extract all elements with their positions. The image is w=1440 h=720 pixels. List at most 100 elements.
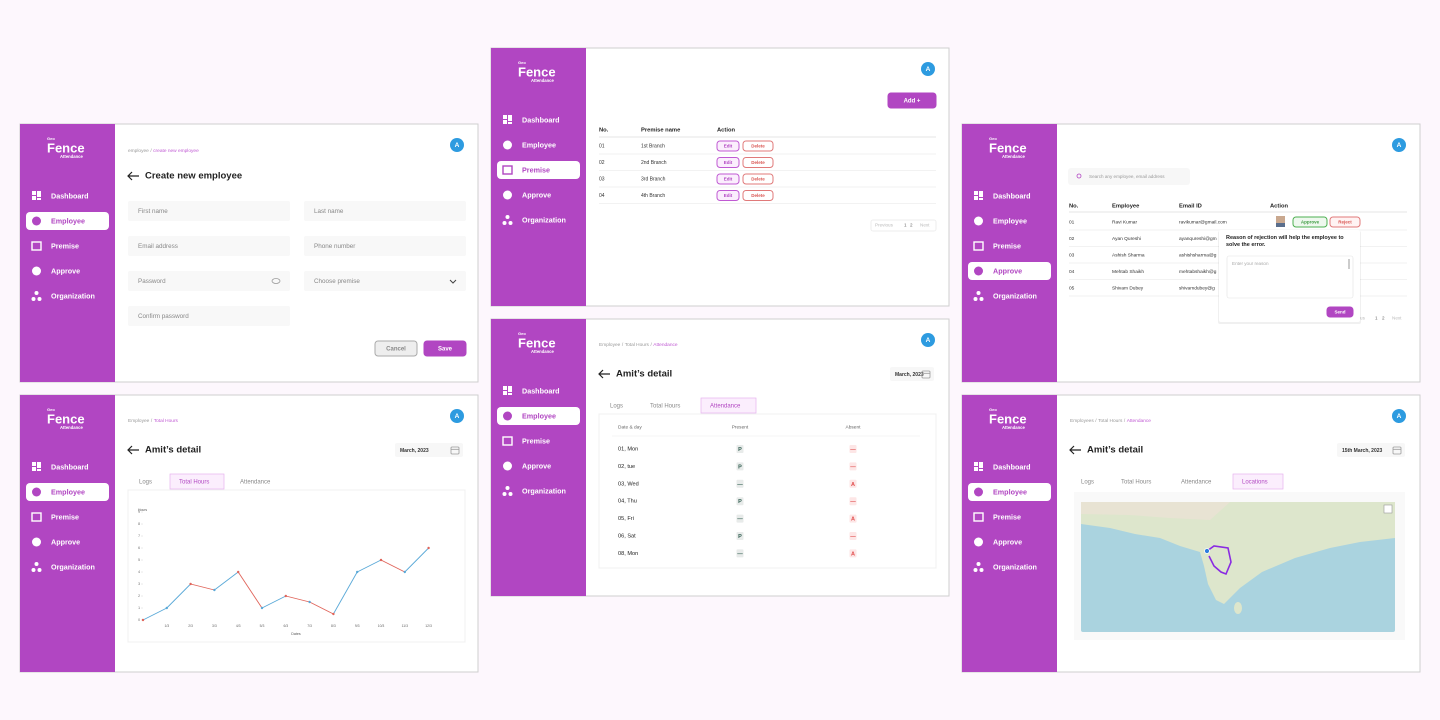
tab-active[interactable] <box>1232 473 1284 490</box>
map-expand[interactable] <box>1383 504 1393 514</box>
nav-item[interactable]: Approve <box>993 266 1022 275</box>
nav-item[interactable]: Premise <box>993 241 1021 250</box>
button[interactable] <box>374 340 418 357</box>
chevron[interactable] <box>449 279 457 284</box>
avatar-letter[interactable]: A <box>455 413 460 420</box>
avatar[interactable] <box>1392 138 1406 152</box>
tab[interactable]: Attendance <box>710 404 741 410</box>
button-label[interactable]: Approve <box>1301 220 1320 225</box>
button-label[interactable]: Send <box>1334 310 1345 315</box>
nav-active[interactable] <box>26 212 109 230</box>
nav-item[interactable]: Dashboard <box>522 115 560 124</box>
tab[interactable]: Logs <box>610 404 623 410</box>
nav-item[interactable]: Approve <box>993 537 1022 546</box>
breadcrumb-item[interactable]: Employees <box>1070 418 1094 424</box>
nav-item[interactable]: Organization <box>522 486 566 495</box>
breadcrumb-item[interactable]: Total Hours <box>625 342 650 348</box>
button[interactable] <box>1326 306 1354 318</box>
input-placeholder[interactable]: Last name <box>314 208 344 215</box>
button-label[interactable]: Delete <box>751 160 765 165</box>
avatar[interactable] <box>921 62 935 76</box>
nav-item[interactable]: Premise <box>522 436 550 445</box>
tab[interactable]: Locations <box>1242 480 1268 486</box>
button-label[interactable]: Add + <box>904 99 921 105</box>
location-marker[interactable] <box>1204 548 1210 554</box>
button-label[interactable]: Delete <box>751 177 765 182</box>
button[interactable] <box>716 157 740 168</box>
button-label[interactable]: Reject <box>1338 220 1352 225</box>
breadcrumb-item[interactable]: Attendance <box>653 342 678 348</box>
input-placeholder[interactable]: Confirm password <box>138 313 189 320</box>
nav-item[interactable]: Organization <box>993 291 1037 300</box>
nav-active[interactable] <box>497 161 580 179</box>
nav-item[interactable]: Premise <box>993 512 1021 521</box>
pagination[interactable]: Next <box>920 223 930 228</box>
tab[interactable]: Attendance <box>1181 480 1212 486</box>
button[interactable] <box>423 340 467 357</box>
date[interactable]: March, 2023 <box>400 448 429 454</box>
back-arrow[interactable] <box>1069 445 1081 455</box>
nav-item[interactable]: Premise <box>51 512 79 521</box>
pagination[interactable]: Next <box>1392 316 1402 321</box>
input[interactable] <box>304 236 466 256</box>
avatar[interactable] <box>921 333 935 347</box>
button[interactable] <box>716 190 740 201</box>
button-label[interactable]: Delete <box>751 144 765 149</box>
nav-item[interactable]: Approve <box>522 461 551 470</box>
button[interactable] <box>1329 216 1361 228</box>
input-placeholder[interactable]: Choose premise <box>314 278 360 285</box>
nav-item[interactable]: Approve <box>51 537 80 546</box>
date-picker[interactable] <box>1337 443 1405 457</box>
input-placeholder[interactable]: Phone number <box>314 243 355 250</box>
nav-active[interactable] <box>497 407 580 425</box>
nav-item[interactable]: Dashboard <box>993 462 1031 471</box>
date-picker[interactable] <box>890 367 934 381</box>
eye-icon[interactable] <box>271 278 281 284</box>
breadcrumb-item[interactable]: Employee <box>599 342 621 348</box>
input[interactable] <box>304 201 466 221</box>
nav-item[interactable]: Employee <box>993 216 1027 225</box>
avatar[interactable] <box>450 409 464 423</box>
avatar[interactable] <box>450 138 464 152</box>
back-arrow[interactable] <box>127 171 139 181</box>
nav-item[interactable]: Premise <box>51 241 79 250</box>
button-label[interactable]: Save <box>438 347 453 353</box>
breadcrumb-item[interactable]: Attendance <box>1127 418 1152 424</box>
breadcrumb-item[interactable]: Employee <box>128 418 150 424</box>
calendar-icon[interactable] <box>1392 446 1402 455</box>
pagination[interactable]: 1 <box>904 223 907 228</box>
button-label[interactable]: Edit <box>724 144 733 149</box>
input[interactable] <box>128 306 290 326</box>
pagination[interactable]: 2 <box>910 223 913 228</box>
input-placeholder[interactable]: Email address <box>138 243 178 250</box>
input[interactable] <box>128 271 290 291</box>
button-label[interactable]: Edit <box>724 177 733 182</box>
tab[interactable]: Total Hours <box>1121 480 1151 486</box>
reason-input[interactable] <box>1226 255 1354 299</box>
button[interactable] <box>716 173 740 185</box>
nav-item[interactable]: Organization <box>522 215 566 224</box>
pagination[interactable]: 2 <box>1382 316 1385 321</box>
back-arrow[interactable] <box>598 369 610 379</box>
button-label[interactable]: Cancel <box>386 347 406 353</box>
nav-item[interactable]: Organization <box>993 562 1037 571</box>
route[interactable] <box>1206 545 1232 576</box>
nav-item[interactable]: Dashboard <box>51 462 89 471</box>
button-label[interactable]: Delete <box>751 193 765 198</box>
tab-active[interactable] <box>169 473 225 490</box>
avatar-letter[interactable]: A <box>1397 142 1402 149</box>
nav-item[interactable]: Dashboard <box>522 386 560 395</box>
input-placeholder[interactable]: Password <box>138 278 166 285</box>
button[interactable] <box>742 173 774 185</box>
input[interactable] <box>304 271 466 291</box>
button[interactable] <box>742 140 774 152</box>
nav-item[interactable]: Organization <box>51 291 95 300</box>
button[interactable] <box>1292 216 1328 228</box>
search-placeholder[interactable]: Search any employee, email address <box>1089 174 1165 179</box>
button[interactable] <box>887 92 937 109</box>
tab[interactable]: Total Hours <box>650 404 680 410</box>
calendar-icon[interactable] <box>921 370 931 379</box>
button[interactable] <box>716 140 740 152</box>
nav-item[interactable]: Approve <box>51 266 80 275</box>
breadcrumb-item[interactable]: create new employee <box>153 148 199 154</box>
